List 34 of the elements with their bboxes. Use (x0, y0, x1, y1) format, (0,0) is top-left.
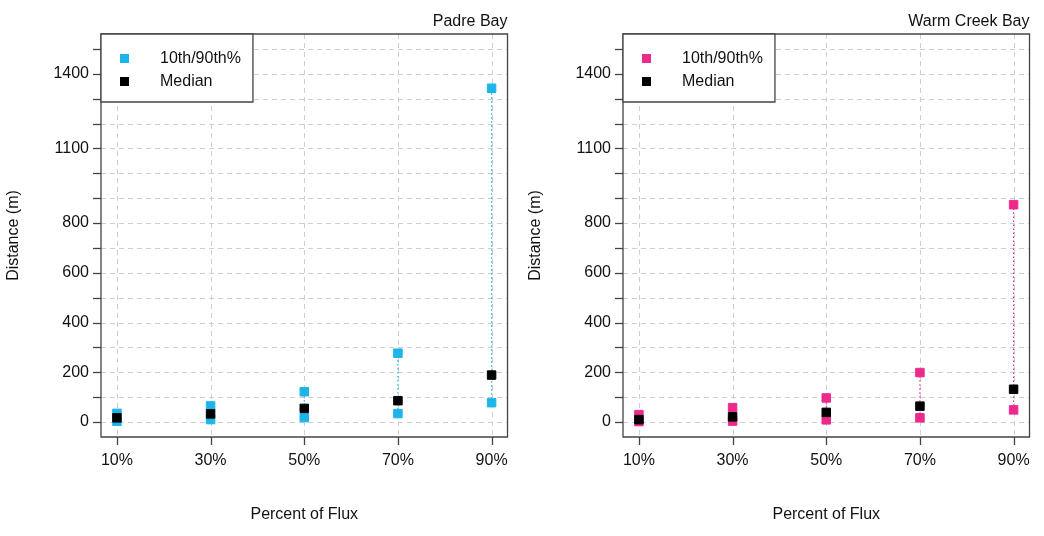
legend-label: Median (682, 72, 735, 90)
y-tick-label: 800 (62, 213, 90, 231)
x-tick-label: 90% (997, 451, 1030, 469)
x-tick-label: 10% (622, 451, 655, 469)
y-tick-label: 1100 (576, 138, 612, 156)
x-tick-label: 90% (475, 451, 508, 469)
y-tick-label: 200 (584, 362, 612, 380)
legend-label: 10th/90th% (160, 49, 241, 67)
x-tick-label: 50% (288, 451, 321, 469)
y-tick-label: 0 (602, 412, 612, 430)
y-tick-label: 400 (584, 312, 612, 330)
x-axis-title: Percent of Flux (250, 504, 359, 522)
legend-label: Median (160, 72, 213, 90)
y-tick-label: 600 (584, 263, 612, 281)
y-tick-label: 1100 (54, 138, 90, 156)
legend-label: 10th/90th% (682, 49, 763, 67)
y-axis-title: Distance (m) (526, 190, 544, 281)
x-axis-title: Percent of Flux (772, 504, 881, 522)
y-tick-label: 800 (584, 213, 612, 231)
y-tick-label: 200 (62, 362, 90, 380)
y-axis-title: Distance (m) (4, 190, 22, 281)
y-tick-label: 1400 (53, 64, 90, 82)
y-tick-label: 1400 (575, 64, 612, 82)
y-tick-label: 400 (62, 312, 90, 330)
chart-title: Warm Creek Bay (908, 12, 1030, 29)
x-tick-label: 50% (810, 451, 843, 469)
x-tick-label: 70% (903, 451, 936, 469)
x-tick-label: 30% (194, 451, 227, 469)
x-tick-label: 30% (716, 451, 749, 469)
chart-title: Padre Bay (432, 12, 508, 29)
x-tick-label: 70% (381, 451, 414, 469)
x-tick-label: 10% (100, 451, 133, 469)
y-tick-label: 0 (80, 412, 90, 430)
y-tick-label: 600 (62, 263, 90, 281)
